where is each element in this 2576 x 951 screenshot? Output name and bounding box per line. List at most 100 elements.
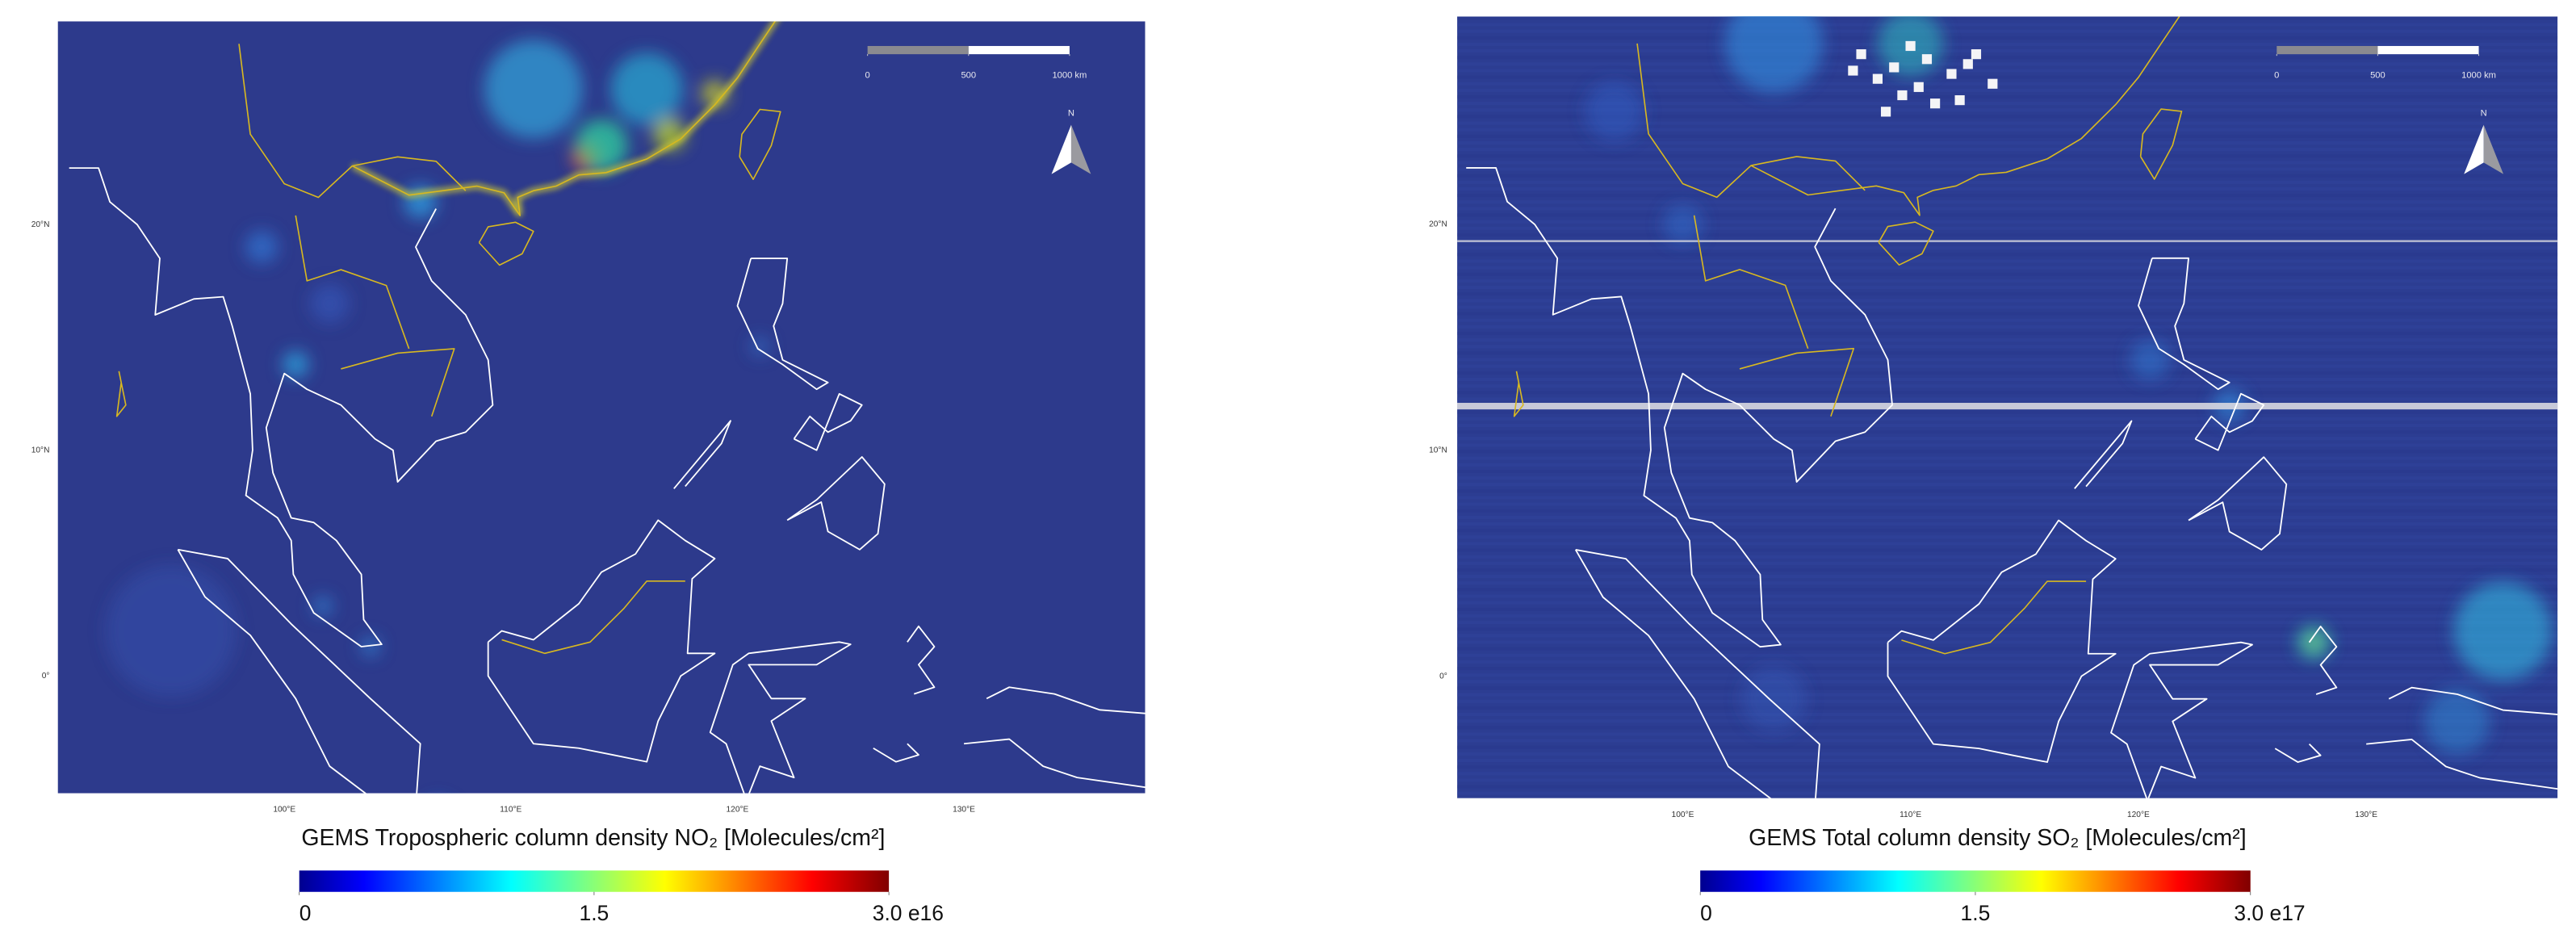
y-tick-label: 0° — [42, 672, 50, 681]
noise-stripe — [1457, 121, 2558, 125]
hotspot — [484, 40, 583, 139]
noise-stripe — [1457, 489, 2558, 493]
noise-stripe — [1457, 29, 2558, 33]
noise-stripe — [1457, 522, 2558, 526]
noise-stripe — [1457, 476, 2558, 480]
coastline — [1878, 221, 1934, 266]
noise-stripe — [1457, 345, 2558, 349]
noise-stripe — [1457, 36, 2558, 40]
coastline — [352, 21, 777, 216]
x-tick-label: 130°E — [953, 806, 975, 815]
concentration-field — [1585, 16, 2553, 755]
noise-stripe — [1457, 75, 2558, 79]
noise-stripe — [1457, 614, 2558, 618]
noise-stripe — [1457, 108, 2558, 112]
missing-pixel — [1897, 90, 1908, 101]
missing-pixel — [1971, 49, 1982, 60]
noise-stripe — [1457, 712, 2558, 717]
coastline — [2188, 456, 2288, 551]
noise-stripe — [1457, 128, 2558, 132]
hotspot — [1740, 665, 1807, 732]
coastline — [1574, 549, 1820, 798]
scale-bar-segment — [968, 45, 1070, 55]
coastline — [1887, 519, 2117, 763]
noise-stripe — [1457, 213, 2558, 217]
hotspot — [2130, 340, 2170, 380]
noise-stripe — [1457, 88, 2558, 92]
coastline — [2194, 392, 2265, 451]
country-border — [238, 44, 467, 199]
concentration-field — [105, 40, 770, 697]
coastline — [2308, 626, 2338, 695]
noise-stripe — [1457, 272, 2558, 276]
noise-stripe — [1457, 371, 2558, 375]
hotspot — [2424, 688, 2490, 755]
country-border — [501, 580, 685, 655]
missing-pixel — [1987, 78, 1998, 89]
missing-pixel — [1946, 69, 1957, 79]
noise-stripe — [1457, 186, 2558, 191]
noise-stripe — [1457, 496, 2558, 500]
noise-stripe — [1457, 673, 2558, 677]
coastline — [1466, 167, 1893, 648]
noise-stripe — [1457, 502, 2558, 506]
missing-pixel — [1962, 59, 1973, 69]
country-border — [341, 348, 455, 417]
noise-stripe — [1457, 266, 2558, 270]
noise-stripe — [1457, 798, 2557, 802]
coastline — [2274, 744, 2322, 763]
country-border — [115, 371, 127, 417]
noise-stripe — [1457, 548, 2558, 552]
noise-stripe — [1457, 627, 2558, 631]
noise-stripe — [1457, 706, 2558, 710]
x-tick-label: 120°E — [2127, 811, 2150, 819]
noise-stripe — [1457, 601, 2558, 605]
hotspot — [1663, 204, 1703, 245]
coastline — [793, 392, 863, 451]
noise-stripe — [1457, 338, 2558, 342]
noise-stripe — [1457, 233, 2558, 237]
noise-stripe — [1457, 509, 2558, 513]
noise-stripe — [1457, 594, 2558, 598]
noise-stripe — [1457, 102, 2558, 106]
missing-pixel — [1930, 98, 1941, 109]
scale-bar-label: 0 — [865, 71, 870, 81]
noise-stripe — [1457, 384, 2558, 388]
noise-stripe — [1457, 16, 2558, 20]
noise-stripe — [1457, 772, 2558, 776]
hotspot — [610, 52, 683, 126]
noise-stripe — [1457, 220, 2558, 224]
x-tick-label: 100°E — [1672, 811, 1694, 819]
x-tick-label: 110°E — [1900, 811, 1921, 819]
country-border — [1901, 580, 2087, 655]
noise-stripe — [1457, 174, 2558, 178]
scale-bar-segment — [2377, 45, 2479, 55]
y-tick-label: 20°N — [31, 220, 50, 229]
noise-stripe — [1457, 140, 2558, 145]
noise-stripe — [1457, 443, 2558, 447]
noise-stripe — [1457, 640, 2558, 644]
noise-stripe — [1457, 561, 2558, 565]
missing-pixel — [1905, 40, 1916, 52]
colorbar-label: 1.5 — [580, 901, 609, 925]
noise-stripe — [1457, 634, 2558, 638]
country-border — [1636, 43, 1866, 199]
noise-stripe — [1457, 745, 2558, 749]
missing-swath — [1457, 402, 2558, 410]
x-tick-label: 130°E — [2355, 811, 2377, 819]
noise-stripe — [1457, 581, 2558, 585]
country-border — [1693, 215, 1809, 350]
hotspot — [105, 564, 237, 697]
noise-stripe — [1457, 148, 2558, 152]
noise-stripe — [1457, 653, 2558, 657]
noise-stripe — [1457, 377, 2558, 382]
coastline — [2388, 686, 2558, 715]
noise-stripe — [1457, 483, 2558, 487]
coastline — [2138, 257, 2230, 391]
colorbar-label: 0 — [299, 901, 312, 925]
noise-stripe — [1457, 351, 2558, 355]
x-tick-label: 100°E — [273, 806, 295, 815]
coastline — [739, 108, 781, 180]
noise-stripe — [1457, 647, 2558, 651]
